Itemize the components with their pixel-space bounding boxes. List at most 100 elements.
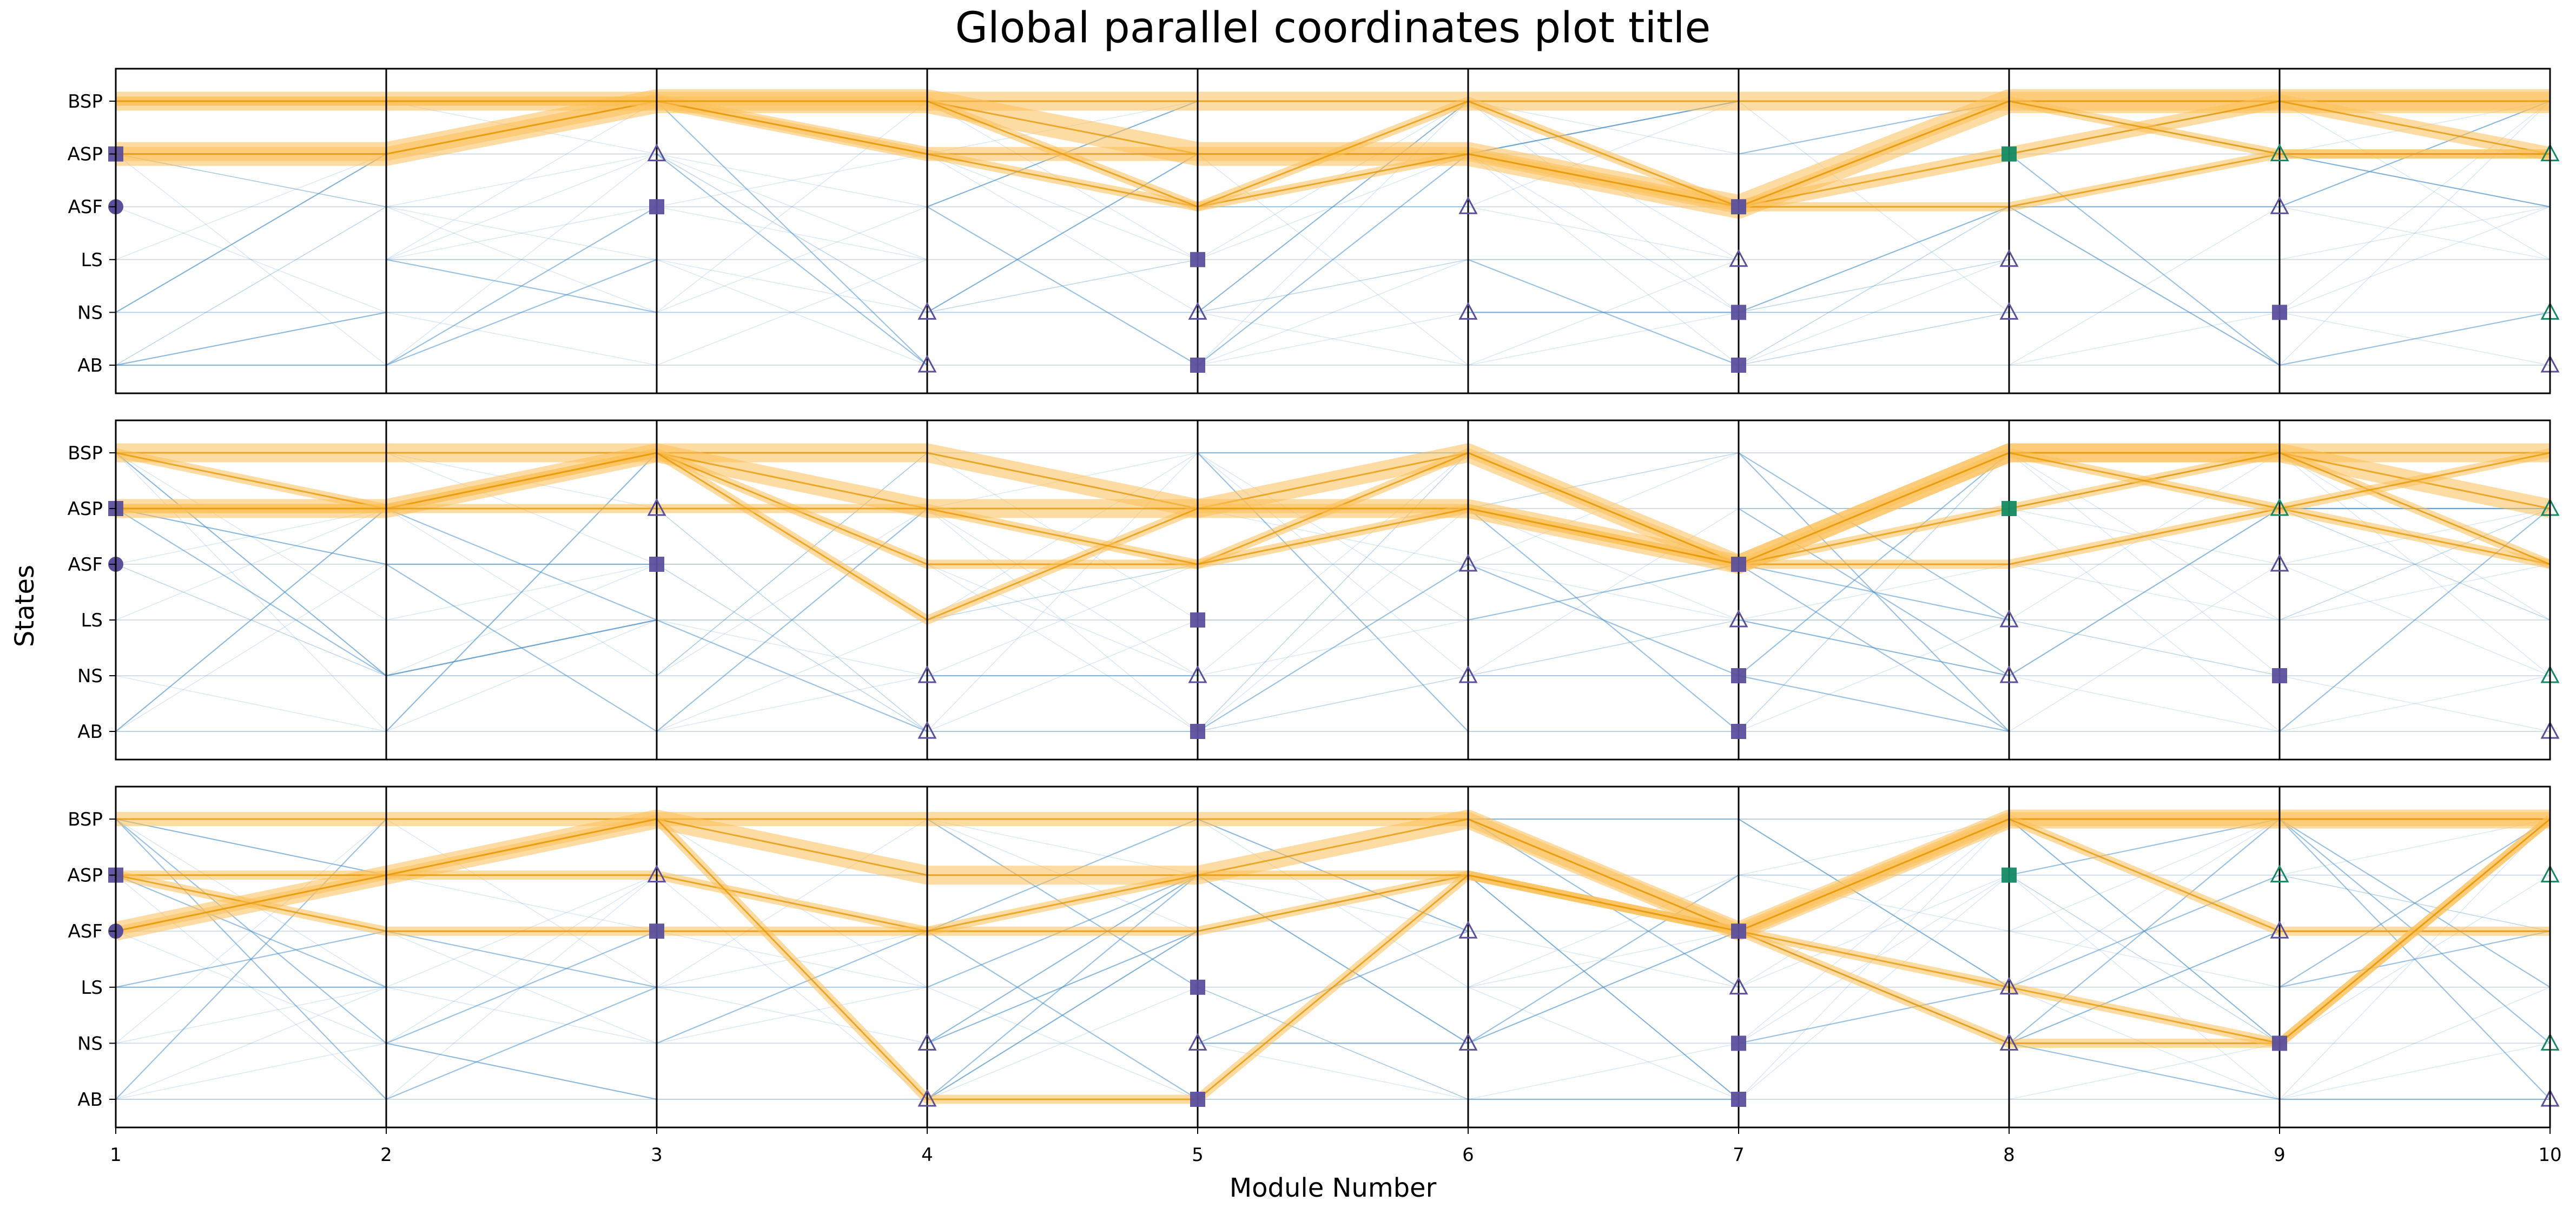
panels-layer: BSP ASP ASF LS NS AB BSP ASP ASF LS NS AB BSP ASP ASF L…	[68, 68, 2562, 1166]
background-transition-line	[1468, 931, 1739, 1044]
background-transition-line	[927, 564, 1198, 621]
y-tick-label: LS	[81, 610, 103, 631]
background-transition-line	[386, 206, 657, 260]
background-transition-line	[1197, 874, 1469, 1044]
marker-triangle	[1999, 1033, 2019, 1051]
background-transition-line	[656, 153, 928, 207]
marker-square	[2272, 305, 2287, 320]
x-tick-label: 10	[2538, 1144, 2561, 1166]
background-transition-line	[116, 452, 387, 676]
background-transition-line	[656, 987, 928, 1044]
marker-triangle	[2270, 498, 2289, 516]
marker-square	[1731, 199, 1746, 215]
background-transition-line	[1468, 259, 1739, 366]
marker-square	[1731, 305, 1746, 320]
background-transition-line	[656, 101, 928, 313]
y-tick-label: BSP	[68, 443, 103, 464]
background-transition-line	[2009, 452, 2280, 676]
background-transition-line	[2009, 819, 2280, 1044]
background-transition-line	[927, 931, 1198, 1100]
panel-frame	[115, 68, 2551, 394]
marker-triangle	[1729, 609, 1748, 628]
background-transition-line	[656, 564, 928, 732]
background-transition-line	[656, 153, 928, 366]
background-transition-line	[2009, 1043, 2280, 1100]
marker-triangle	[2270, 921, 2289, 939]
x-tick-label: 5	[1192, 1144, 1204, 1166]
background-transition-line	[1738, 874, 2010, 988]
background-transition-line	[386, 101, 657, 260]
marker-triangle	[1458, 196, 1478, 214]
background-transition-line	[1468, 563, 1739, 677]
y-tick-label: ASF	[68, 196, 103, 218]
background-transition-line	[116, 564, 387, 732]
background-transition-line	[1468, 987, 1739, 1100]
marker-square	[1190, 1092, 1205, 1107]
background-transition-line	[386, 564, 657, 621]
marker-square	[1731, 1035, 1746, 1051]
background-transition-line	[116, 874, 387, 988]
highlighted-path-line	[116, 100, 2550, 208]
background-transition-line	[2009, 508, 2280, 732]
marker-square	[2002, 867, 2017, 883]
marker-triangle	[917, 1033, 937, 1051]
y-tick-label: AB	[77, 355, 103, 377]
background-transition-line	[386, 931, 657, 988]
highlighted-path-line	[116, 818, 2550, 1100]
background-transition-line	[386, 153, 657, 260]
background-transition-line	[656, 153, 928, 260]
background-transition-line	[386, 452, 657, 732]
marker-square	[649, 199, 664, 215]
background-transition-line	[2279, 452, 2550, 676]
marker-triangle	[2270, 143, 2289, 162]
chart-title: Global parallel coordinates plot title	[955, 4, 1711, 52]
background-transition-line	[1197, 312, 1469, 366]
background-transition-line	[386, 931, 657, 1044]
background-transition-line	[927, 987, 1198, 1100]
background-transition-line	[2279, 1043, 2550, 1100]
background-transition-line	[656, 564, 928, 732]
background-transition-line	[927, 508, 1198, 676]
y-tick-label: ASP	[68, 865, 103, 887]
background-transition-line	[927, 564, 1198, 732]
background-transition-line	[1197, 259, 1469, 366]
background-transition-line	[2279, 508, 2550, 621]
background-transition-line	[1197, 101, 1469, 313]
y-axis-label: States	[10, 565, 40, 647]
marker-triangle	[917, 721, 937, 739]
background-transition-line	[386, 931, 657, 1044]
x-tick-label: 6	[1462, 1144, 1474, 1166]
marker-triangle	[1458, 665, 1478, 683]
background-transition-line	[1468, 101, 1739, 313]
y-tick-label: ASP	[68, 144, 103, 166]
background-transition-line	[656, 259, 928, 313]
background-transition-line	[1738, 312, 2010, 366]
marker-square	[2272, 1035, 2287, 1051]
marker-triangle	[1999, 609, 2019, 628]
background-transition-line	[1738, 206, 2010, 366]
background-transition-line	[1197, 564, 1469, 732]
marker-triangle	[2270, 865, 2289, 883]
marker-triangle	[1999, 302, 2019, 320]
background-transition-line	[116, 206, 387, 313]
marker-square	[649, 557, 664, 572]
marker-square	[1190, 979, 1205, 995]
background-transition-line	[1197, 259, 1469, 313]
background-transition-line	[2279, 874, 2550, 932]
y-tick-label: AB	[77, 721, 103, 743]
background-transition-line	[2009, 931, 2280, 988]
background-transition-line	[2279, 206, 2550, 260]
background-transition-line	[386, 259, 657, 366]
background-transition-line	[1197, 675, 1469, 732]
x-tick-label: 3	[651, 1144, 663, 1166]
background-transition-line	[1468, 206, 1739, 260]
background-transition-line	[656, 206, 928, 313]
background-transition-line	[1468, 619, 1739, 676]
background-transition-line	[116, 1043, 387, 1100]
marker-triangle	[917, 302, 937, 320]
marker-triangle	[917, 1088, 937, 1107]
background-transition-line	[2279, 312, 2550, 366]
highlighted-path-line	[116, 818, 2550, 1044]
background-transition-line	[2279, 153, 2550, 207]
